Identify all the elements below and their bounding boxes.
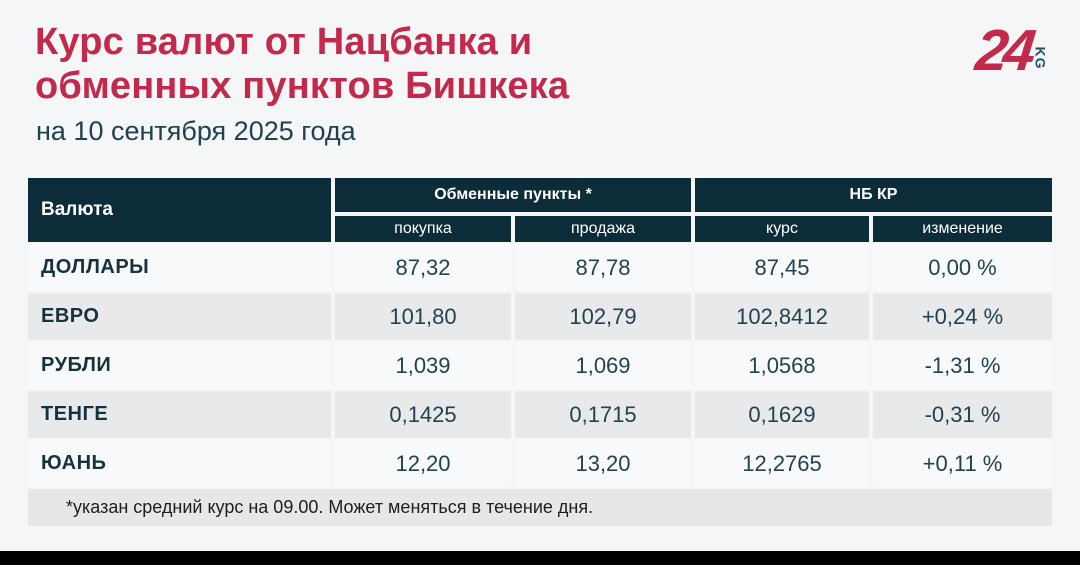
change-value: 0,00 %: [873, 244, 1052, 291]
table-header: Валюта Обменные пункты * НБ КР покупка п…: [28, 178, 1052, 242]
header-change: изменение: [873, 216, 1052, 242]
change-value: -1,31 %: [873, 342, 1052, 389]
logo-24-icon: 24: [973, 18, 1035, 83]
rate-value: 102,8412: [695, 293, 869, 340]
header-group-exchange-points: Обменные пункты *: [335, 178, 691, 212]
header-group-nbkr: НБ КР: [695, 178, 1052, 212]
rate-value: 0,1629: [695, 391, 869, 438]
logo-24kg: 24 KG: [973, 18, 1052, 83]
buy-value: 1,039: [335, 342, 511, 389]
header-buy: покупка: [335, 216, 511, 242]
change-value: +0,11 %: [873, 440, 1052, 487]
date-subtitle: на 10 сентября 2025 года: [36, 116, 356, 146]
rate-value: 1,0568: [695, 342, 869, 389]
table-row: ТЕНГЕ 0,1425 0,1715 0,1629 -0,31 %: [28, 391, 1052, 438]
currency-rates-table: Валюта Обменные пункты * НБ КР покупка п…: [28, 178, 1052, 526]
change-value: +0,24 %: [873, 293, 1052, 340]
buy-value: 101,80: [335, 293, 511, 340]
page-title: Курс валют от Нацбанка и обменных пункто…: [35, 21, 570, 108]
currency-name: ЮАНЬ: [28, 440, 331, 487]
bottom-black-band: [0, 551, 1080, 565]
sell-value: 102,79: [515, 293, 691, 340]
table-row: ЮАНЬ 12,20 13,20 12,2765 +0,11 %: [28, 440, 1052, 487]
buy-value: 0,1425: [335, 391, 511, 438]
table-row: РУБЛИ 1,039 1,069 1,0568 -1,31 %: [28, 342, 1052, 389]
sell-value: 1,069: [515, 342, 691, 389]
currency-name: ТЕНГЕ: [28, 391, 331, 438]
sell-value: 0,1715: [515, 391, 691, 438]
sell-value: 87,78: [515, 244, 691, 291]
header-rate: курс: [695, 216, 869, 242]
logo-kg-label: KG: [1032, 46, 1049, 70]
rate-value: 12,2765: [695, 440, 869, 487]
header-sell: продажа: [515, 216, 691, 242]
header-currency: Валюта: [28, 178, 331, 242]
sell-value: 13,20: [515, 440, 691, 487]
buy-value: 87,32: [335, 244, 511, 291]
currency-name: ДОЛЛАРЫ: [28, 244, 331, 291]
table-row: ЕВРО 101,80 102,79 102,8412 +0,24 %: [28, 293, 1052, 340]
currency-name: ЕВРО: [28, 293, 331, 340]
change-value: -0,31 %: [873, 391, 1052, 438]
footnote: *указан средний курс на 09.00. Может мен…: [28, 489, 1052, 526]
currency-name: РУБЛИ: [28, 342, 331, 389]
buy-value: 12,20: [335, 440, 511, 487]
rate-value: 87,45: [695, 244, 869, 291]
table-row: ДОЛЛАРЫ 87,32 87,78 87,45 0,00 %: [28, 244, 1052, 291]
